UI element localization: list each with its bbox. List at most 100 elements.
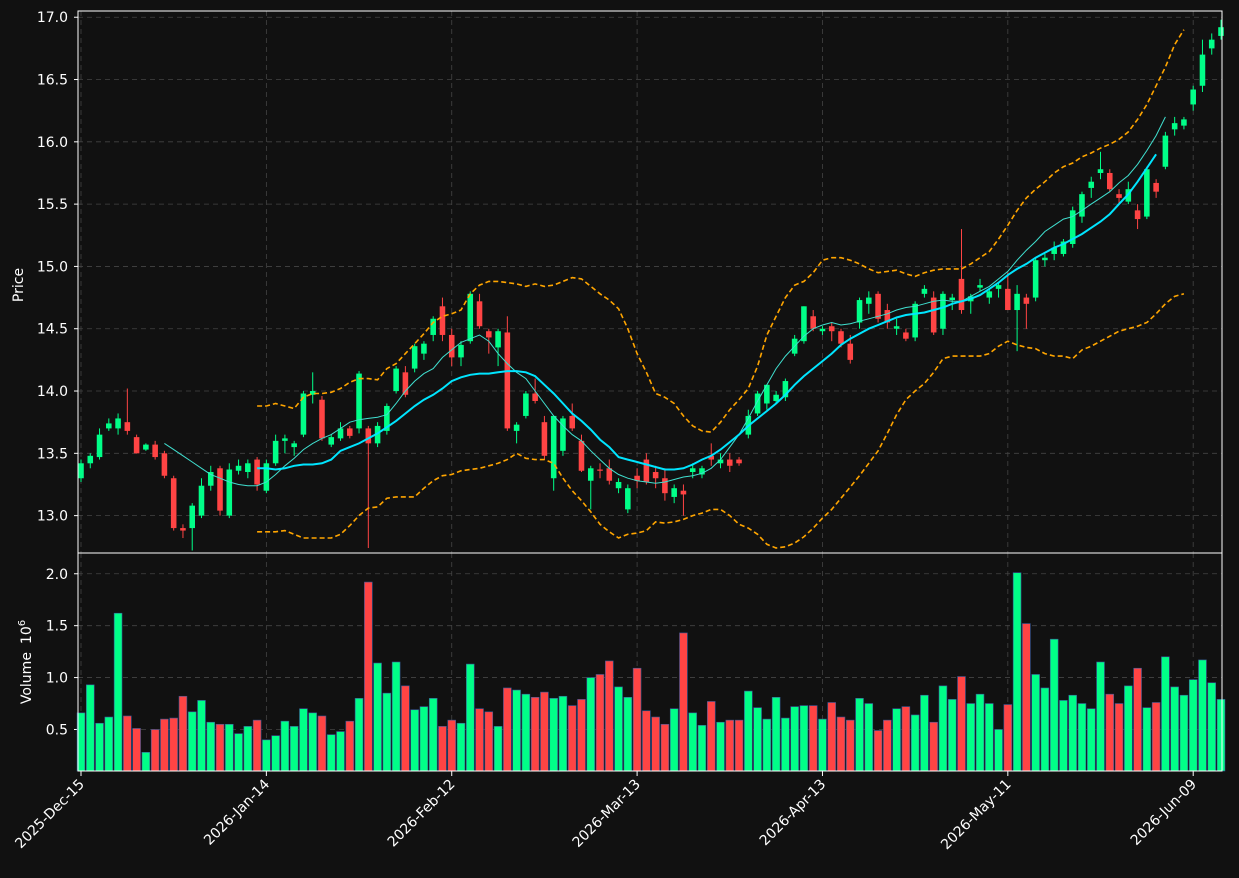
candle-body: [949, 297, 955, 301]
volume-bar: [160, 718, 169, 772]
candle-body: [671, 488, 677, 497]
candle-body: [940, 293, 946, 329]
volume-bar: [642, 710, 651, 772]
candle-body: [541, 422, 548, 456]
candle-body: [96, 434, 103, 458]
volume-bar: [864, 703, 874, 772]
candle-body: [652, 472, 659, 479]
volume-bar: [1170, 686, 1179, 772]
candle-body: [597, 469, 603, 471]
volume-bar: [808, 705, 818, 772]
candle-body: [727, 459, 733, 466]
candle-body: [1181, 119, 1187, 126]
candle-body: [189, 505, 195, 529]
candle-body: [764, 384, 770, 404]
volume-axis-label-exponent: 10: [19, 626, 35, 644]
volume-bar: [1179, 694, 1189, 772]
volume-bar: [994, 729, 1003, 772]
volume-bar: [614, 686, 623, 772]
candle-body: [532, 393, 538, 401]
volume-bar: [419, 706, 429, 772]
candle-body: [550, 415, 557, 479]
candle-body: [115, 418, 121, 429]
volume-bar: [799, 705, 809, 772]
volume-bar: [132, 728, 141, 772]
price-tick-label: 17.0: [37, 10, 68, 26]
candle-body: [402, 372, 409, 395]
candle-body: [411, 346, 418, 369]
volume-bar: [197, 700, 206, 772]
volume-bar: [512, 689, 521, 772]
volume-bar: [345, 720, 355, 772]
volume-bar: [225, 723, 234, 772]
volume-bar: [734, 719, 744, 772]
volume-bar: [1105, 693, 1115, 772]
volume-bar: [1188, 679, 1198, 772]
volume-bar: [252, 719, 262, 772]
candle-body: [606, 468, 613, 481]
volume-bar: [1068, 694, 1077, 772]
price-tick-label: 15.0: [37, 259, 68, 275]
price-panel: 13.0 13.5 14.0 14.5 15.0 15.5 16.0 16.5 17.0: [37, 10, 1224, 554]
candle-body: [662, 478, 668, 494]
candle-body: [773, 394, 779, 401]
candle-body: [1162, 135, 1169, 167]
volume-bar: [336, 731, 345, 772]
volume-bar: [104, 716, 114, 772]
candle-body: [1153, 182, 1159, 192]
volume-panel: 0.5 1.0 1.5 2.0: [46, 552, 1226, 772]
volume-bar: [271, 735, 280, 772]
volume-bar: [466, 663, 475, 772]
price-tick-label: 14.0: [37, 384, 68, 400]
volume-bar: [567, 705, 577, 772]
volume-bar: [558, 695, 568, 772]
candle-body: [866, 297, 872, 304]
candle-body: [1014, 293, 1020, 311]
volume-bar: [354, 698, 364, 772]
volume-bar: [299, 708, 308, 772]
volume-bar: [1022, 623, 1031, 772]
volume-bar: [827, 702, 836, 772]
candle-body: [569, 415, 575, 429]
volume-bar: [623, 696, 633, 772]
volume-bar: [401, 685, 410, 772]
bollinger-lower-line: [257, 293, 1185, 549]
volume-bar: [669, 708, 679, 772]
volume-bar: [697, 725, 707, 772]
candle-body: [1005, 288, 1011, 311]
candle-body: [754, 393, 761, 414]
candle-body: [1088, 181, 1095, 188]
volume-bar: [836, 716, 846, 772]
volume-bar: [141, 752, 151, 772]
volume-bar: [1087, 708, 1096, 772]
volume-bar: [1216, 699, 1226, 772]
volume-bar: [493, 726, 503, 772]
candle-body: [78, 463, 84, 479]
candle-body: [819, 328, 826, 332]
volume-bar: [985, 703, 994, 772]
candle-body: [615, 481, 622, 489]
candle-body: [393, 368, 399, 392]
candle-body: [875, 293, 881, 319]
candle-body: [486, 331, 492, 338]
candle-body: [1134, 210, 1141, 220]
candle-body: [1097, 169, 1104, 173]
volume-bar: [605, 660, 614, 772]
volume-bar: [428, 698, 438, 772]
candle-body: [198, 485, 205, 516]
candle-body: [300, 393, 307, 435]
candle-body: [458, 344, 464, 358]
volume-bar: [947, 699, 957, 772]
candle-body: [1199, 54, 1206, 86]
candle-body: [977, 285, 983, 288]
candle-body: [856, 300, 863, 323]
volume-tick-label: 0.5: [46, 722, 68, 738]
volume-bar: [707, 701, 716, 772]
volume-bar: [595, 674, 605, 772]
candle-body: [1208, 39, 1215, 49]
candle-body: [439, 306, 446, 335]
volume-bar: [382, 692, 392, 772]
volume-bar: [86, 684, 95, 772]
candle-body: [1051, 247, 1057, 254]
volume-bar: [790, 706, 799, 772]
